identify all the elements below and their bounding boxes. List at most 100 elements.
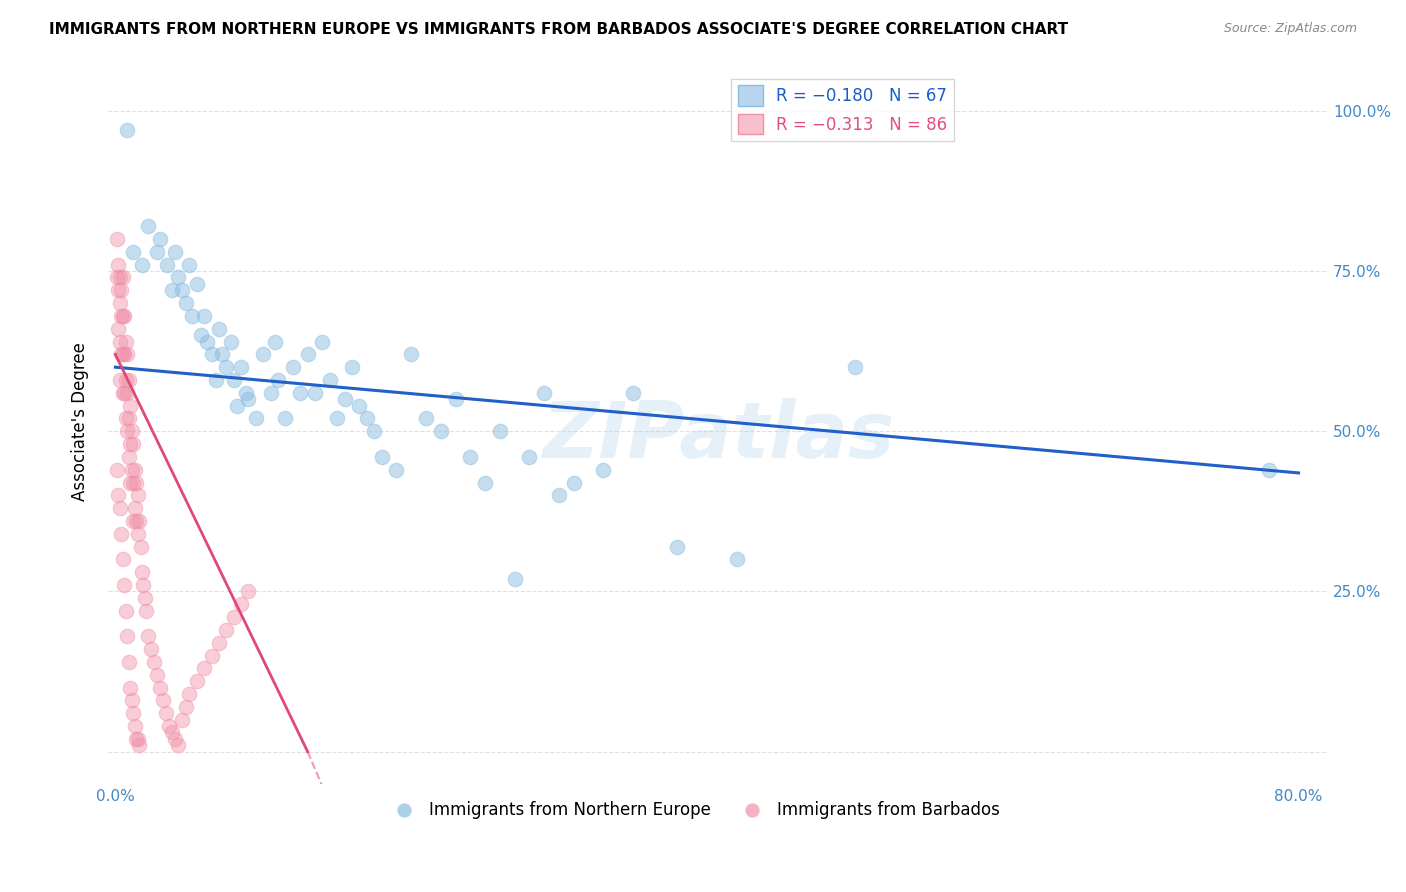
Point	[114, 334, 136, 349]
Point	[149, 232, 172, 246]
Point	[429, 424, 451, 438]
Point	[122, 514, 145, 528]
Point	[152, 693, 174, 707]
Point	[592, 463, 614, 477]
Point	[115, 347, 138, 361]
Point	[208, 322, 231, 336]
Point	[146, 244, 169, 259]
Point	[281, 360, 304, 375]
Point	[110, 283, 132, 297]
Point	[142, 655, 165, 669]
Point	[114, 373, 136, 387]
Point	[112, 309, 135, 323]
Point	[125, 475, 148, 490]
Point	[107, 258, 129, 272]
Point	[127, 488, 149, 502]
Point	[160, 725, 183, 739]
Point	[267, 373, 290, 387]
Point	[222, 610, 245, 624]
Point	[115, 385, 138, 400]
Point	[370, 450, 392, 464]
Point	[186, 277, 208, 291]
Point	[108, 501, 131, 516]
Point	[195, 334, 218, 349]
Point	[127, 526, 149, 541]
Point	[146, 667, 169, 681]
Point	[385, 463, 408, 477]
Y-axis label: Associate's Degree: Associate's Degree	[72, 343, 89, 501]
Point	[219, 334, 242, 349]
Point	[107, 322, 129, 336]
Point	[157, 719, 180, 733]
Point	[319, 373, 342, 387]
Point	[107, 283, 129, 297]
Point	[666, 540, 689, 554]
Point	[170, 283, 193, 297]
Point	[264, 334, 287, 349]
Point	[112, 578, 135, 592]
Point	[166, 270, 188, 285]
Point	[225, 399, 247, 413]
Point	[229, 360, 252, 375]
Point	[124, 719, 146, 733]
Point	[108, 296, 131, 310]
Point	[110, 309, 132, 323]
Point	[110, 347, 132, 361]
Point	[135, 604, 157, 618]
Point	[340, 360, 363, 375]
Point	[208, 636, 231, 650]
Point	[415, 411, 437, 425]
Point	[156, 258, 179, 272]
Point	[349, 399, 371, 413]
Point	[503, 572, 526, 586]
Point	[297, 347, 319, 361]
Point	[128, 739, 150, 753]
Point	[621, 385, 644, 400]
Point	[163, 244, 186, 259]
Point	[163, 731, 186, 746]
Point	[489, 424, 512, 438]
Point	[533, 385, 555, 400]
Point	[211, 347, 233, 361]
Point	[190, 328, 212, 343]
Point	[149, 681, 172, 695]
Point	[118, 373, 141, 387]
Point	[115, 123, 138, 137]
Point	[121, 693, 143, 707]
Point	[176, 296, 198, 310]
Point	[108, 373, 131, 387]
Point	[111, 309, 134, 323]
Point	[252, 347, 274, 361]
Point	[121, 463, 143, 477]
Point	[290, 385, 312, 400]
Point	[132, 578, 155, 592]
Point	[128, 514, 150, 528]
Point	[399, 347, 422, 361]
Point	[121, 424, 143, 438]
Point	[136, 629, 159, 643]
Point	[181, 309, 204, 323]
Point	[238, 584, 260, 599]
Point	[333, 392, 356, 407]
Point	[519, 450, 541, 464]
Point	[134, 591, 156, 605]
Point	[110, 526, 132, 541]
Point	[238, 392, 260, 407]
Point	[326, 411, 349, 425]
Point	[725, 552, 748, 566]
Point	[122, 437, 145, 451]
Point	[115, 629, 138, 643]
Point	[118, 411, 141, 425]
Point	[136, 219, 159, 234]
Point	[222, 373, 245, 387]
Point	[124, 463, 146, 477]
Point	[356, 411, 378, 425]
Point	[170, 713, 193, 727]
Point	[120, 437, 142, 451]
Point	[235, 385, 257, 400]
Point	[125, 731, 148, 746]
Point	[179, 258, 201, 272]
Point	[120, 399, 142, 413]
Point	[155, 706, 177, 721]
Point	[139, 642, 162, 657]
